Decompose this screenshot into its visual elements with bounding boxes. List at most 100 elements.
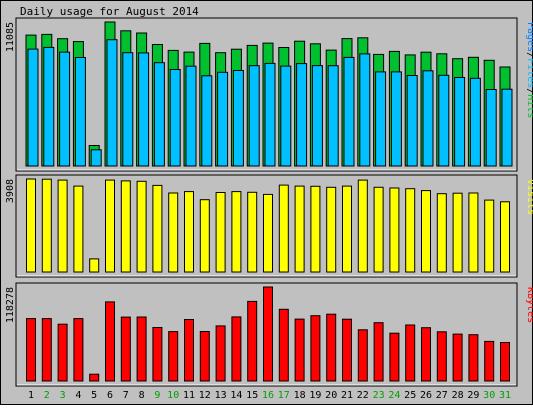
bar-kbytes-day-25	[405, 324, 416, 382]
legend-entry: /	[525, 52, 533, 58]
bar-visits-day-3	[57, 179, 68, 273]
bar-visits-day-14	[231, 191, 242, 273]
bar-kbytes-day-20	[326, 313, 337, 382]
bar-visits-day-7	[120, 180, 131, 273]
legend-entry: Hits	[525, 94, 533, 118]
bar-kbytes-day-2	[41, 318, 52, 382]
bar-kbytes-day-4	[73, 318, 84, 382]
bar-visits-day-24	[389, 187, 400, 273]
bar-kbytes-day-8	[136, 316, 147, 382]
legend-entry: Files	[525, 58, 533, 88]
bar-files-day-26	[422, 70, 434, 167]
y-max-label: 11085	[5, 22, 16, 52]
bar-visits-day-19	[310, 185, 321, 273]
bar-visits-day-8	[136, 180, 147, 273]
bar-visits-day-13	[215, 192, 226, 273]
bar-visits-day-12	[199, 199, 210, 273]
bar-files-day-30	[485, 89, 497, 167]
bar-visits-day-2	[41, 178, 52, 273]
bar-kbytes-day-3	[57, 323, 68, 382]
bar-kbytes-day-30	[484, 340, 495, 382]
bar-files-day-21	[343, 56, 355, 167]
x-tick-label: 17	[278, 390, 290, 401]
bar-visits-day-20	[326, 186, 337, 273]
bar-files-day-22	[359, 53, 371, 167]
bar-kbytes-day-19	[310, 315, 321, 382]
x-axis-labels: 1 2 3 4 5 6 7 8 9 10 11 12 13 14 15 16 17 18 19 20 21 22 23 24 2…	[28, 390, 511, 401]
bar-kbytes-day-17	[278, 308, 289, 382]
bar-files-day-6	[106, 39, 118, 167]
y-max-label: 118278	[5, 287, 16, 323]
bar-kbytes-day-22	[357, 329, 368, 382]
bar-kbytes-day-29	[468, 334, 479, 382]
bar-kbytes-day-16	[263, 286, 273, 382]
x-tick-label: 3	[60, 390, 66, 401]
series-kbytes	[26, 286, 510, 382]
panel-kbytes: 118278 KBytes	[5, 282, 533, 387]
legend-kbytes: KBytes	[525, 287, 533, 323]
x-tick-label: 22	[357, 390, 369, 401]
x-tick-label: 16	[262, 390, 274, 401]
x-tick-label: 2	[44, 390, 50, 401]
bar-visits-day-29	[468, 192, 479, 273]
x-tick-label: 5	[91, 390, 97, 401]
bar-visits-day-11	[184, 191, 194, 273]
bar-visits-day-18	[294, 185, 305, 273]
x-tick-label: 11	[183, 390, 195, 401]
bar-files-day-16	[264, 62, 276, 167]
bar-kbytes-day-18	[294, 318, 305, 382]
bar-kbytes-day-15	[247, 300, 258, 382]
bar-files-day-15	[248, 65, 260, 167]
bar-files-day-8	[138, 52, 150, 167]
bar-files-day-24	[390, 71, 402, 167]
bar-kbytes-day-10	[168, 331, 179, 382]
bar-files-day-20	[327, 65, 339, 167]
x-tick-label: 20	[325, 390, 337, 401]
x-tick-label: 12	[199, 390, 211, 401]
bar-files-day-17	[280, 65, 292, 167]
bar-files-day-13	[217, 71, 229, 167]
bar-kbytes-day-1	[26, 318, 36, 382]
bar-files-day-27	[438, 74, 450, 167]
bar-files-day-10	[169, 69, 181, 167]
bar-visits-day-21	[342, 185, 352, 273]
legend-entry: /	[525, 88, 533, 94]
x-tick-label: 9	[154, 390, 160, 401]
bar-kbytes-day-6	[105, 301, 115, 382]
bar-visits-day-23	[373, 186, 384, 273]
x-tick-label: 19	[309, 390, 321, 401]
bar-files-day-29	[469, 77, 481, 167]
legend-visits: Visits	[525, 179, 533, 215]
bar-visits-day-26	[421, 190, 431, 273]
x-tick-label: 21	[341, 390, 353, 401]
y-max-label: 3908	[5, 179, 16, 203]
legend-entry: Visits	[525, 179, 533, 215]
panel-hits_files_pages: 11085 Pages/Files/Hits	[5, 17, 533, 172]
x-tick-label: 7	[123, 390, 129, 401]
bar-kbytes-day-24	[389, 332, 400, 382]
bar-kbytes-day-5	[89, 373, 100, 382]
bar-files-day-31	[501, 88, 513, 167]
legend-hits_files_pages: Pages/Files/Hits	[525, 22, 533, 118]
bar-files-day-5	[90, 149, 102, 167]
x-tick-label: 27	[436, 390, 448, 401]
x-tick-label: 28	[452, 390, 464, 401]
bar-visits-day-10	[168, 192, 179, 273]
series-visits	[26, 178, 510, 273]
bar-kbytes-day-21	[342, 318, 352, 382]
bar-files-day-7	[122, 52, 134, 167]
x-tick-label: 23	[373, 390, 385, 401]
bar-visits-day-30	[484, 199, 495, 273]
bar-kbytes-day-31	[500, 342, 510, 382]
bar-files-day-19	[311, 65, 323, 167]
bar-files-day-4	[74, 57, 86, 167]
bar-files-day-14	[232, 70, 244, 167]
bar-files-day-3	[59, 51, 71, 167]
bar-visits-day-16	[263, 193, 273, 273]
bar-files-day-25	[406, 75, 418, 167]
series-files	[27, 39, 513, 167]
bar-visits-day-15	[247, 191, 258, 273]
x-tick-label: 13	[215, 390, 227, 401]
